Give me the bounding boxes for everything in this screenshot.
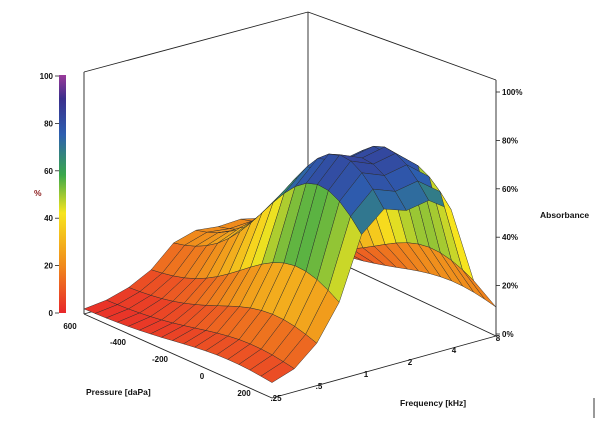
pressure-axis-label: Pressure [daPa] — [86, 387, 151, 397]
box-top-left-edge — [83, 11, 309, 73]
colorbar-tick-label: 80 — [44, 119, 53, 128]
frequency-axis-label: Frequency [kHz] — [400, 398, 466, 408]
pressure-ticks: 600 -400 -200 0 200 — [63, 322, 251, 398]
absorbance-tick-label: 40% — [502, 233, 518, 242]
frequency-tick-label: 2 — [408, 358, 413, 367]
frequency-ticks: .25 .5 1 2 4 8 — [270, 334, 500, 403]
colorbar-ticks: 100 80 60 40 20 0 — [40, 72, 59, 318]
frequency-tick-label: 8 — [496, 334, 501, 343]
frequency-tick-label: 1 — [364, 370, 369, 379]
pressure-tick-label: 0 — [200, 372, 205, 381]
colorbar-tick-label: 0 — [49, 309, 54, 318]
colorbar-label: % — [34, 188, 42, 198]
absorbance-tick-label: 0% — [502, 330, 514, 339]
absorbance-tick-label: 80% — [502, 136, 518, 145]
frequency-tick-label: 4 — [452, 346, 457, 355]
pressure-tick-label: 200 — [237, 389, 251, 398]
colorbar — [59, 75, 66, 313]
colorbar-tick-label: 60 — [44, 167, 53, 176]
colorbar-tick-label: 20 — [44, 262, 53, 271]
absorbance-axis-label: Absorbance — [540, 210, 589, 220]
box-top-right-edge — [307, 11, 497, 81]
absorbance-tick-label: 60% — [502, 185, 518, 194]
pressure-tick-label: -400 — [110, 338, 127, 347]
absorbance-tick-label: 100% — [502, 88, 522, 97]
absorbance-ticks: 100% 80% 60% 40% 20% 0% — [496, 88, 522, 339]
pressure-tick-label: 600 — [63, 322, 77, 331]
pressure-tick-label: -200 — [152, 355, 169, 364]
colorbar-tick-label: 100 — [40, 72, 54, 81]
surface-patch — [462, 269, 497, 308]
colorbar-tick-label: 40 — [44, 214, 53, 223]
absorbance-surface — [83, 145, 497, 383]
pressure-axis-line — [83, 313, 273, 399]
absorbance-tick-label: 20% — [502, 282, 518, 291]
frequency-tick-label: .5 — [316, 382, 323, 391]
frequency-axis-line — [271, 335, 497, 399]
frequency-tick-label: .25 — [270, 394, 282, 403]
